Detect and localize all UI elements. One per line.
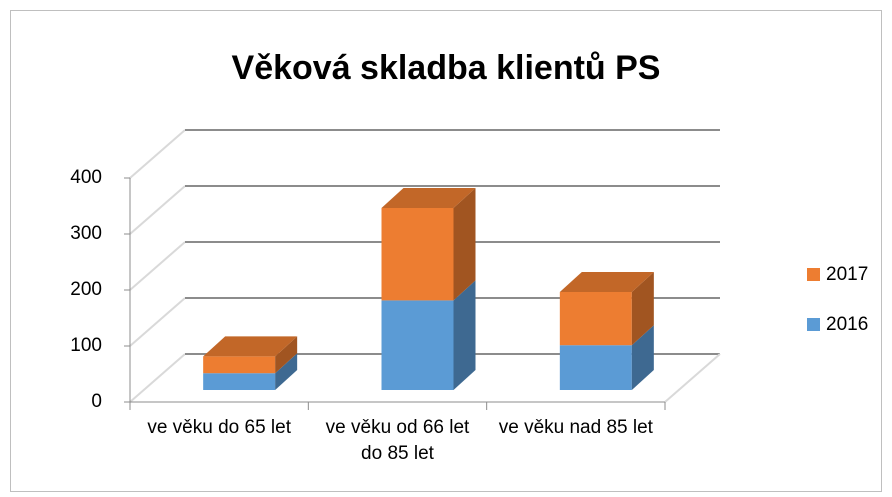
bar-side (631, 272, 654, 346)
legend-swatch (807, 268, 820, 281)
x-tick-label: ve věku nad 85 let (498, 417, 653, 438)
grid-line (129, 297, 186, 347)
bar-top (381, 188, 476, 208)
bar-side (453, 188, 476, 301)
bar-front (381, 208, 454, 301)
chart-title: Věková skladba klientů PS (232, 49, 661, 87)
bar-top (559, 272, 654, 292)
bar-front (559, 345, 632, 390)
bar-front (381, 300, 454, 390)
bar-side (275, 336, 298, 374)
legend-swatch (807, 318, 820, 331)
x-tick-label: ve věku od 66 let do 85 let (325, 417, 470, 464)
grid-line (129, 129, 186, 179)
bar-side (275, 353, 298, 390)
legend-label: 2017 (826, 264, 868, 285)
grid-line (129, 241, 186, 291)
y-tick-label: 200 (70, 279, 102, 300)
y-tick-label: 0 (91, 391, 102, 412)
bar-side (453, 280, 476, 390)
bar-front (203, 373, 276, 390)
bar-side (631, 325, 654, 390)
y-tick-label: 100 (70, 335, 102, 356)
floor-edge (664, 353, 721, 403)
grid-line (129, 353, 186, 403)
legend-label: 2016 (826, 314, 868, 335)
grid-line (129, 185, 186, 235)
y-tick-label: 400 (70, 167, 102, 188)
y-tick-label: 300 (70, 223, 102, 244)
bar-top (203, 336, 298, 357)
x-tick-label: ve věku do 65 let (147, 417, 291, 438)
bar-front (203, 356, 276, 374)
bar-front (559, 292, 632, 346)
